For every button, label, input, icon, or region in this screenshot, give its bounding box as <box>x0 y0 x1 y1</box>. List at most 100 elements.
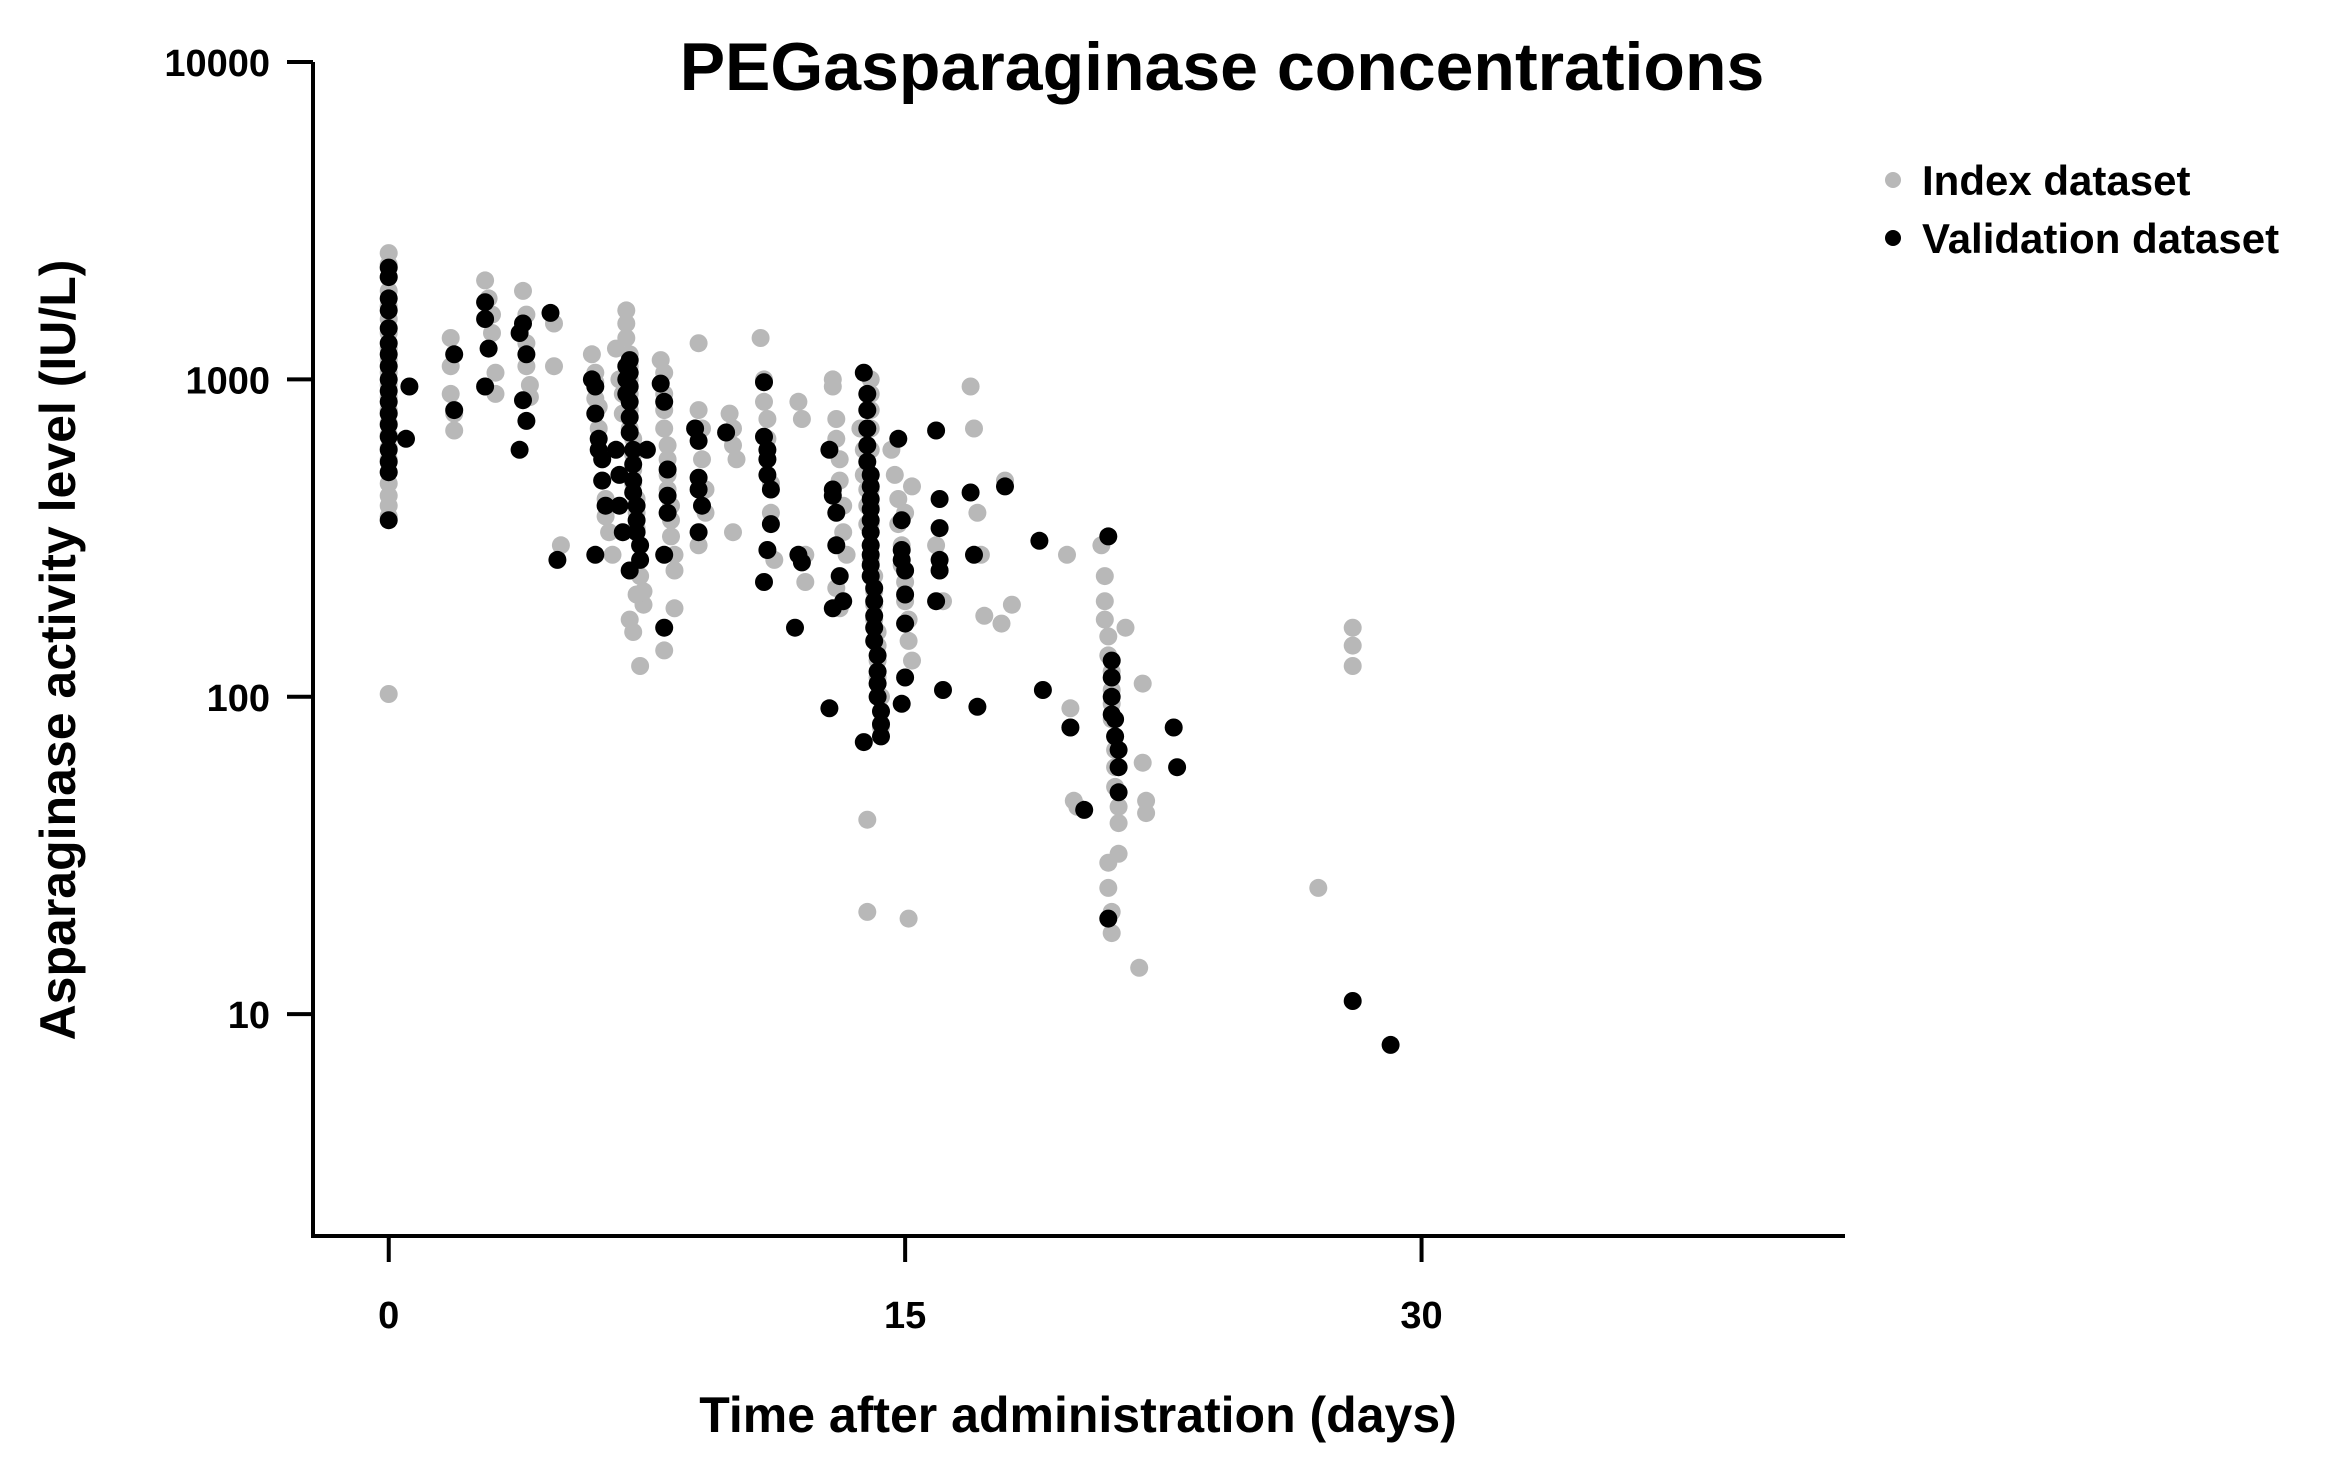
legend-marker-index <box>1885 172 1901 188</box>
data-point <box>617 329 636 347</box>
data-point <box>1095 567 1114 586</box>
data-point <box>658 503 677 522</box>
data-point <box>607 440 625 459</box>
data-point <box>651 374 670 393</box>
legend-label-validation: Validation dataset <box>1922 215 2279 262</box>
data-point <box>1109 740 1128 759</box>
data-point <box>820 699 839 718</box>
data-point <box>1099 878 1118 897</box>
data-point <box>610 496 629 515</box>
data-point <box>486 363 505 382</box>
series-validation-dataset <box>379 258 1400 1054</box>
data-point <box>934 681 952 699</box>
data-point <box>927 421 946 440</box>
data-point <box>1030 531 1049 550</box>
data-point <box>379 511 398 530</box>
data-point <box>1164 718 1183 737</box>
data-point <box>1061 699 1080 718</box>
data-point <box>872 727 890 746</box>
data-point <box>620 561 639 580</box>
data-point <box>885 465 904 484</box>
data-point <box>975 606 994 625</box>
data-point <box>903 477 921 496</box>
data-point <box>827 410 846 428</box>
data-point <box>854 733 873 752</box>
data-point <box>865 579 884 598</box>
data-point <box>861 523 880 542</box>
data-point <box>927 592 946 611</box>
data-point <box>655 618 674 637</box>
data-point <box>593 450 612 469</box>
y-ticks: 10 100 1000 10000 <box>164 43 313 1037</box>
data-point <box>479 339 498 358</box>
data-point <box>1102 687 1121 706</box>
data-point <box>658 486 677 505</box>
x-tick-label: 0 <box>378 1295 399 1337</box>
data-point <box>1109 783 1128 802</box>
data-point <box>665 561 684 580</box>
data-point <box>1095 610 1114 629</box>
x-ticks: 0 15 30 <box>378 1236 1443 1337</box>
legend-marker-validation <box>1885 230 1901 246</box>
data-point <box>1109 814 1128 833</box>
data-point <box>596 496 615 515</box>
data-point <box>968 503 987 522</box>
data-point <box>717 423 736 442</box>
axes <box>311 62 1845 1238</box>
data-point <box>755 392 773 411</box>
data-point <box>545 357 563 376</box>
data-point <box>1099 627 1118 646</box>
data-point <box>1102 668 1121 687</box>
data-point <box>514 391 532 410</box>
data-point <box>400 377 419 396</box>
data-point <box>620 351 639 370</box>
data-point <box>858 902 877 921</box>
data-point <box>658 436 677 455</box>
data-point <box>379 463 398 482</box>
data-point <box>1137 791 1156 810</box>
data-point <box>761 515 780 534</box>
data-point <box>720 404 739 423</box>
data-point <box>1095 592 1114 611</box>
data-point <box>789 392 808 411</box>
data-point <box>761 480 780 499</box>
data-point <box>1002 595 1021 614</box>
data-point <box>896 585 915 604</box>
data-point <box>1106 710 1125 729</box>
data-point <box>930 519 949 538</box>
data-point <box>483 324 501 342</box>
data-point <box>655 545 674 564</box>
data-point <box>617 314 636 333</box>
data-point <box>379 685 398 703</box>
data-point <box>620 363 639 382</box>
data-points <box>379 244 1400 1054</box>
data-point <box>655 392 674 411</box>
data-point <box>858 810 877 829</box>
data-point <box>896 668 915 687</box>
data-point <box>476 271 495 290</box>
data-point <box>655 641 674 660</box>
data-point <box>514 314 532 333</box>
data-point <box>899 909 918 928</box>
data-point <box>930 561 949 580</box>
data-point <box>820 440 839 459</box>
data-point <box>1058 545 1076 564</box>
data-point <box>830 567 849 586</box>
data-point <box>445 345 464 364</box>
data-point <box>620 408 639 427</box>
data-point <box>379 268 398 287</box>
data-point <box>689 401 708 420</box>
data-point <box>1168 758 1187 777</box>
data-point <box>827 536 846 555</box>
data-point <box>631 657 650 675</box>
data-point <box>631 536 650 555</box>
x-tick-label: 15 <box>884 1295 926 1337</box>
data-point <box>693 450 711 469</box>
data-point <box>541 303 560 322</box>
data-point <box>476 293 495 312</box>
data-point <box>379 301 398 320</box>
data-point <box>613 523 632 542</box>
data-point <box>968 697 987 716</box>
data-point <box>858 419 877 438</box>
data-point <box>551 536 570 555</box>
